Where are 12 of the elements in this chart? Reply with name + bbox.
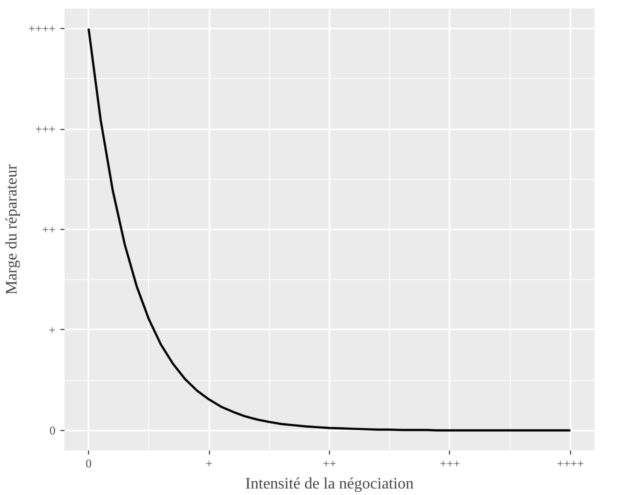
text: ++++ [28, 22, 56, 36]
x-axis-title: Intensité de la négociation [245, 476, 414, 492]
x-tick-label: ++ [322, 456, 336, 470]
text: +++ [35, 122, 56, 136]
x-tick-label: 0 [86, 456, 92, 470]
x-tick-label: +++ [440, 456, 460, 470]
x-tick-label: + [206, 456, 213, 470]
y-axis-title: Marge du réparateur [3, 164, 20, 295]
text: 0 [50, 423, 56, 438]
text: + [48, 322, 56, 337]
x-tick-label: ++++ [556, 456, 584, 470]
text: ++ [42, 222, 56, 236]
